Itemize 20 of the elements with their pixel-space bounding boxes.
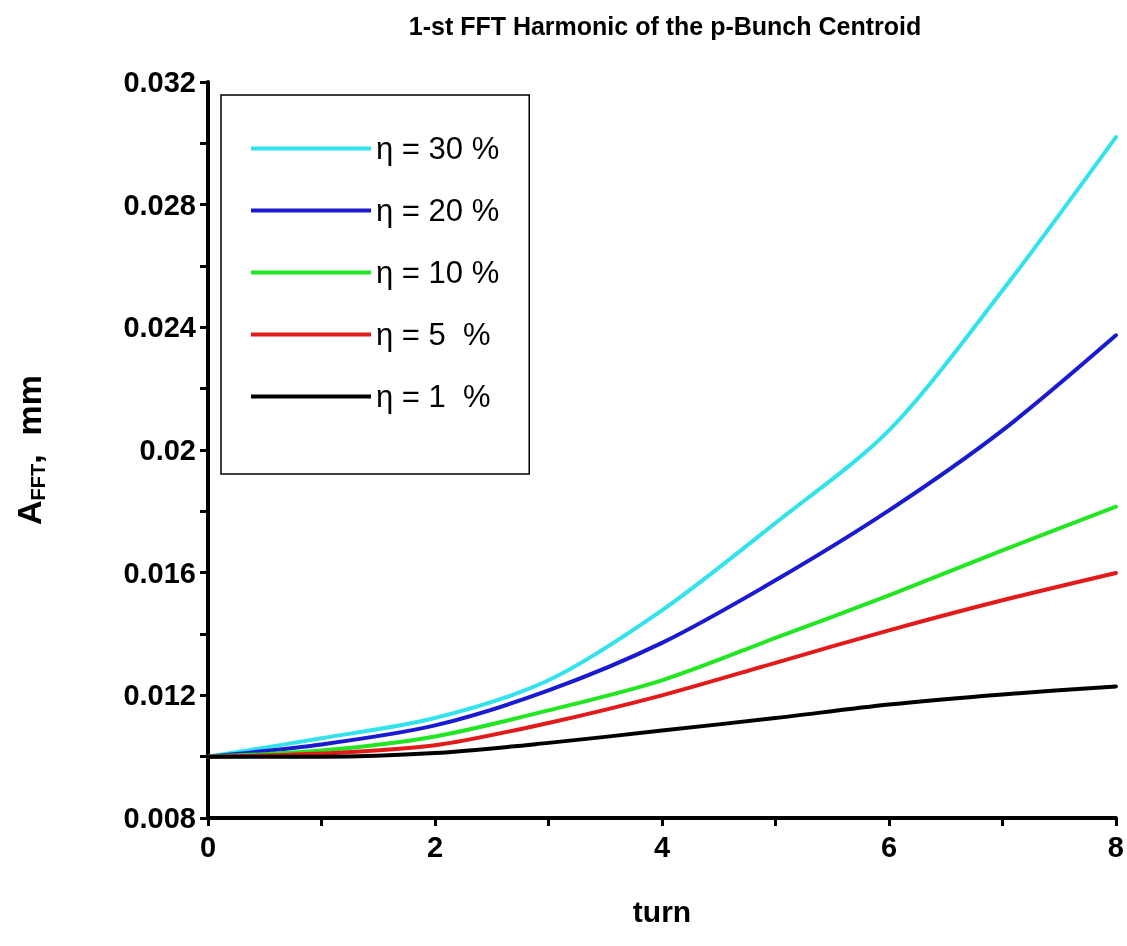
- y-tick-label: 0.028: [123, 188, 196, 221]
- y-tick-label: 0.016: [123, 556, 196, 589]
- legend-label: η = 30 %: [376, 131, 500, 166]
- y-tick-label: 0.012: [123, 679, 196, 712]
- legend-label: η = 10 %: [376, 255, 500, 290]
- y-tick-label: 0.024: [123, 311, 196, 344]
- chart-title: 1-st FFT Harmonic of the p-Bunch Centroid: [408, 11, 922, 40]
- x-tick-label: 8: [1107, 830, 1125, 863]
- y-tick-label: 0.032: [123, 66, 196, 98]
- x-tick-label: 6: [880, 830, 898, 863]
- legend-label: η = 5 %: [376, 317, 491, 352]
- y-tick-label: 0.008: [123, 802, 196, 834]
- x-tick-label: 0: [199, 830, 217, 863]
- x-axis-title: turn: [632, 894, 692, 928]
- y-tick-label: 0.02: [139, 434, 196, 466]
- y-axis-title: AFFT, mm: [10, 374, 49, 526]
- legend-label: η = 20 %: [376, 193, 500, 228]
- legend-label: η = 1 %: [376, 379, 491, 414]
- x-tick-label: 2: [426, 830, 444, 863]
- x-tick-label: 4: [653, 830, 671, 863]
